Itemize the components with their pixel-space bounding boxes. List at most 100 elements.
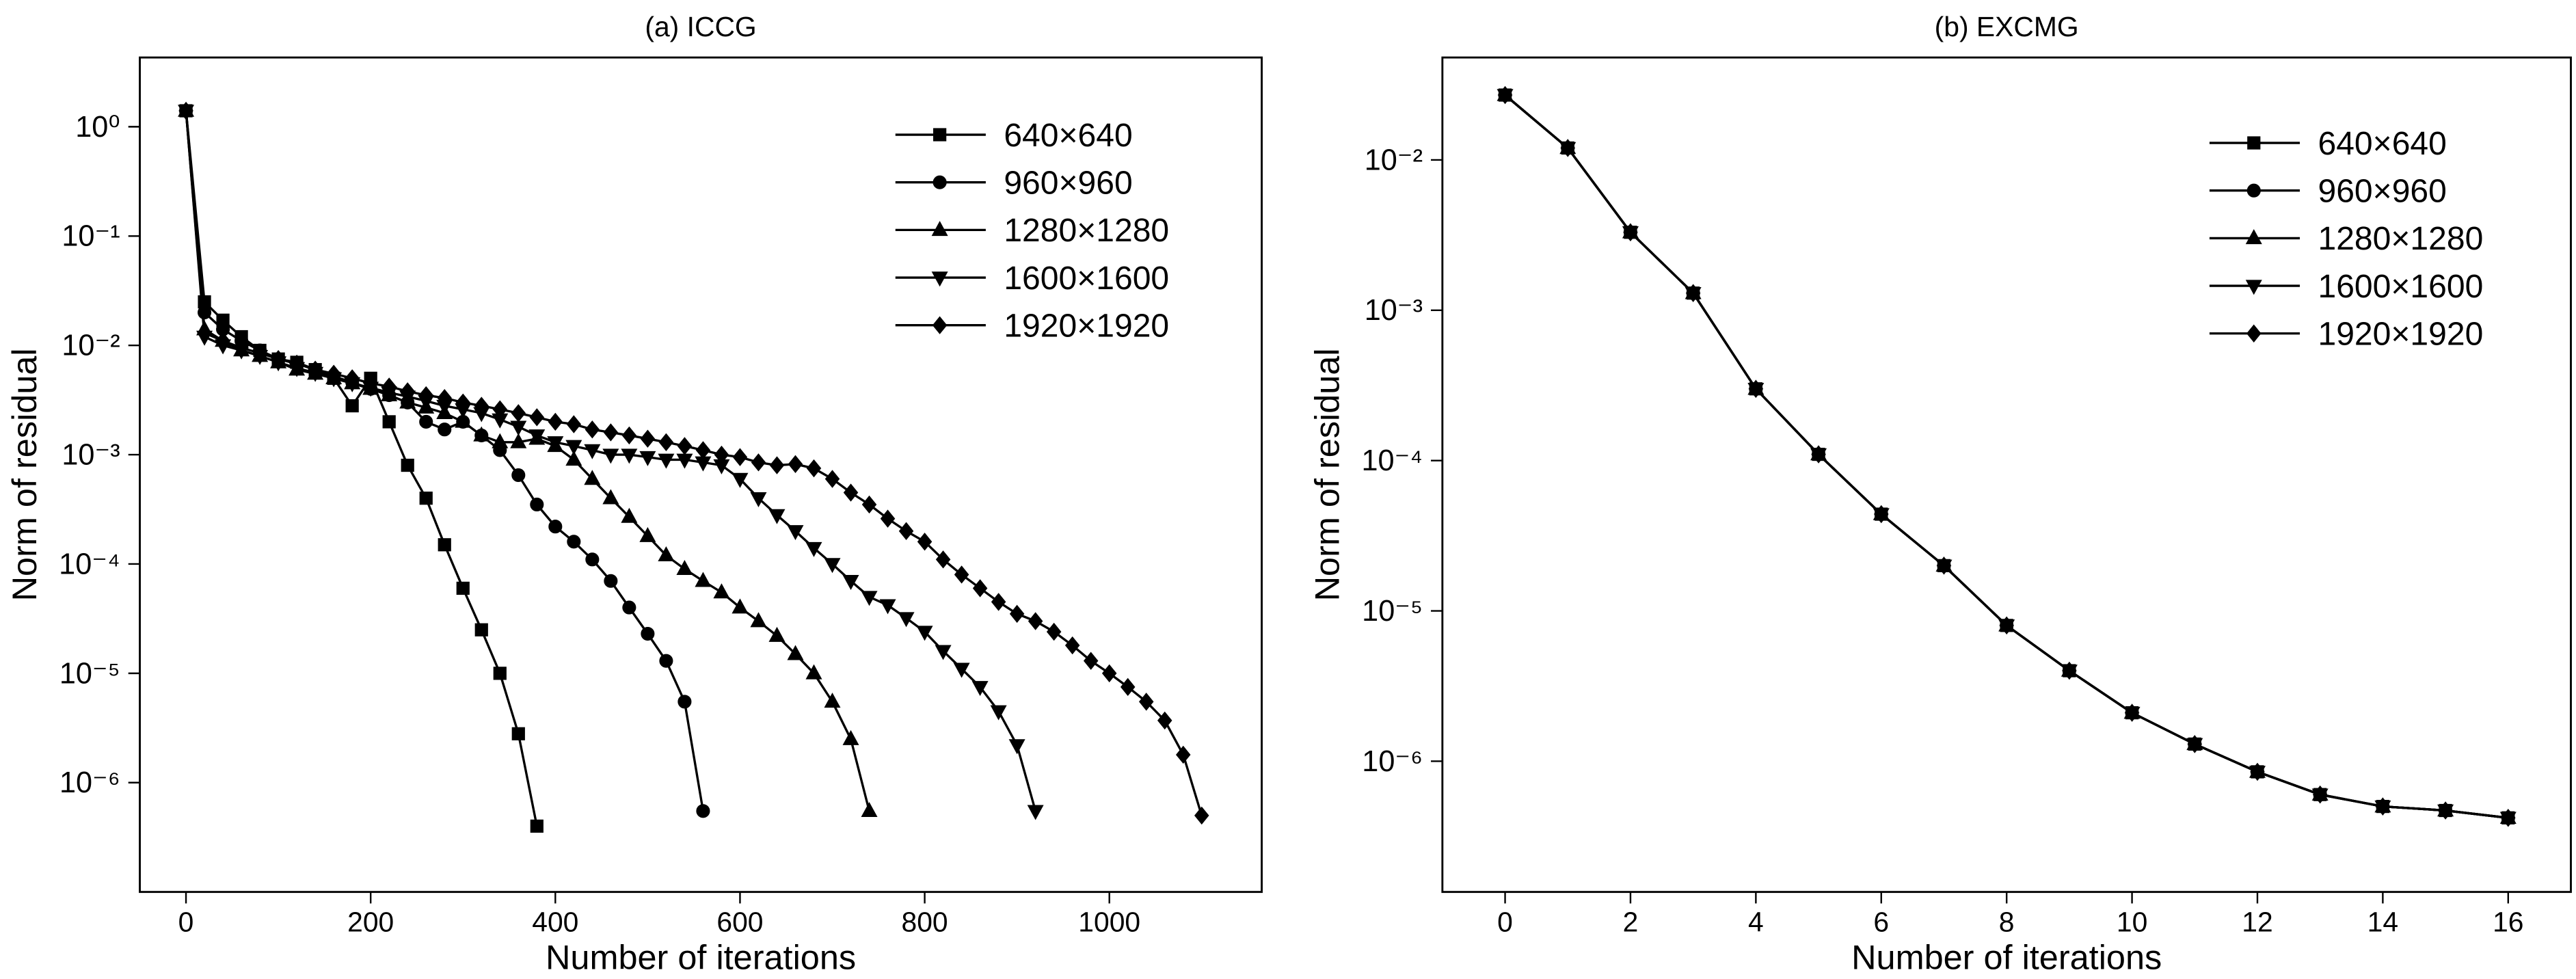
marker: [2375, 797, 2391, 816]
marker: [916, 626, 933, 641]
marker: [548, 520, 563, 534]
marker: [271, 349, 286, 368]
y-tick-label: 10⁻²: [1365, 144, 1423, 176]
marker: [639, 451, 656, 466]
legend-label: 960×960: [2318, 174, 2446, 210]
marker: [621, 448, 638, 464]
x-axis-label: Number of iterations: [1851, 938, 2162, 977]
marker: [931, 271, 948, 287]
marker: [898, 522, 914, 541]
x-tick-label: 800: [902, 906, 948, 937]
marker: [768, 509, 786, 524]
marker: [1874, 505, 1889, 524]
x-tick-label: 1000: [1078, 906, 1140, 937]
x-tick-label: 600: [716, 906, 763, 937]
marker: [1009, 604, 1025, 623]
y-tick-label: 10⁻²: [62, 330, 120, 362]
marker: [935, 550, 951, 569]
marker: [1194, 806, 1209, 825]
x-tick-label: 6: [1873, 906, 1889, 937]
marker: [880, 509, 896, 528]
y-tick-label: 10⁻⁵: [59, 657, 120, 690]
marker: [1027, 805, 1044, 820]
marker: [438, 538, 451, 552]
marker: [584, 470, 601, 485]
marker: [805, 664, 822, 680]
marker: [971, 681, 989, 697]
marker: [602, 489, 619, 505]
marker: [401, 458, 414, 472]
x-tick-label: 12: [2242, 906, 2272, 937]
marker: [1157, 711, 1172, 730]
marker: [1101, 664, 1117, 683]
marker: [2245, 229, 2262, 245]
marker: [530, 497, 544, 512]
marker: [991, 593, 1006, 611]
marker: [234, 338, 249, 357]
x-tick-label: 8: [1999, 906, 2015, 937]
marker: [529, 408, 545, 427]
marker: [677, 437, 693, 455]
marker: [2247, 136, 2261, 150]
marker: [972, 579, 988, 598]
marker: [2124, 703, 2140, 722]
marker: [713, 583, 730, 599]
marker: [400, 382, 415, 401]
marker: [215, 332, 230, 350]
marker: [695, 441, 711, 459]
series-line: [185, 110, 705, 812]
marker: [2250, 762, 2265, 781]
y-tick-label: 10⁻⁶: [59, 766, 120, 799]
marker: [621, 426, 637, 445]
marker: [345, 399, 359, 413]
chart-title: (b) EXCMG: [1935, 11, 2079, 42]
marker: [751, 453, 766, 472]
marker: [566, 415, 582, 433]
marker: [954, 565, 969, 584]
y-tick-label: 10⁻¹: [62, 220, 120, 253]
marker: [418, 386, 433, 405]
marker: [842, 729, 859, 745]
marker: [1064, 636, 1080, 655]
series-line: [185, 110, 871, 812]
marker: [641, 626, 655, 641]
marker: [492, 400, 508, 418]
x-tick-label: 2: [1623, 906, 1639, 937]
marker: [2246, 324, 2262, 343]
legend-label: 1600×1600: [2318, 269, 2483, 305]
marker: [493, 667, 507, 680]
marker: [805, 541, 822, 557]
x-tick-label: 4: [1748, 906, 1764, 937]
marker: [548, 412, 563, 431]
marker: [843, 483, 859, 502]
y-tick-label: 10⁻⁶: [1362, 745, 1423, 778]
marker: [511, 727, 525, 740]
marker: [658, 453, 675, 469]
marker: [455, 412, 472, 428]
legend-label: 1920×1920: [1004, 308, 1169, 345]
series-line: [185, 110, 538, 827]
marker: [824, 693, 841, 708]
marker: [1560, 139, 1576, 157]
y-tick-label: 10⁻³: [1365, 294, 1423, 327]
marker: [382, 415, 396, 429]
marker: [326, 364, 341, 383]
legend-label: 640×640: [1004, 118, 1132, 154]
marker: [437, 388, 452, 407]
x-axis-label: Number of iterations: [546, 938, 856, 977]
marker: [510, 433, 527, 448]
marker: [1046, 622, 1062, 641]
y-axis-label: Norm of residual: [5, 348, 44, 601]
marker: [2062, 661, 2077, 680]
y-tick-label: 10⁻³: [62, 438, 120, 471]
marker: [419, 492, 433, 505]
marker: [2501, 809, 2516, 827]
marker: [659, 654, 673, 668]
marker: [931, 221, 948, 237]
marker: [676, 560, 693, 576]
marker: [750, 612, 767, 628]
legend-label: 1280×1280: [2318, 221, 2483, 257]
marker: [585, 420, 600, 439]
